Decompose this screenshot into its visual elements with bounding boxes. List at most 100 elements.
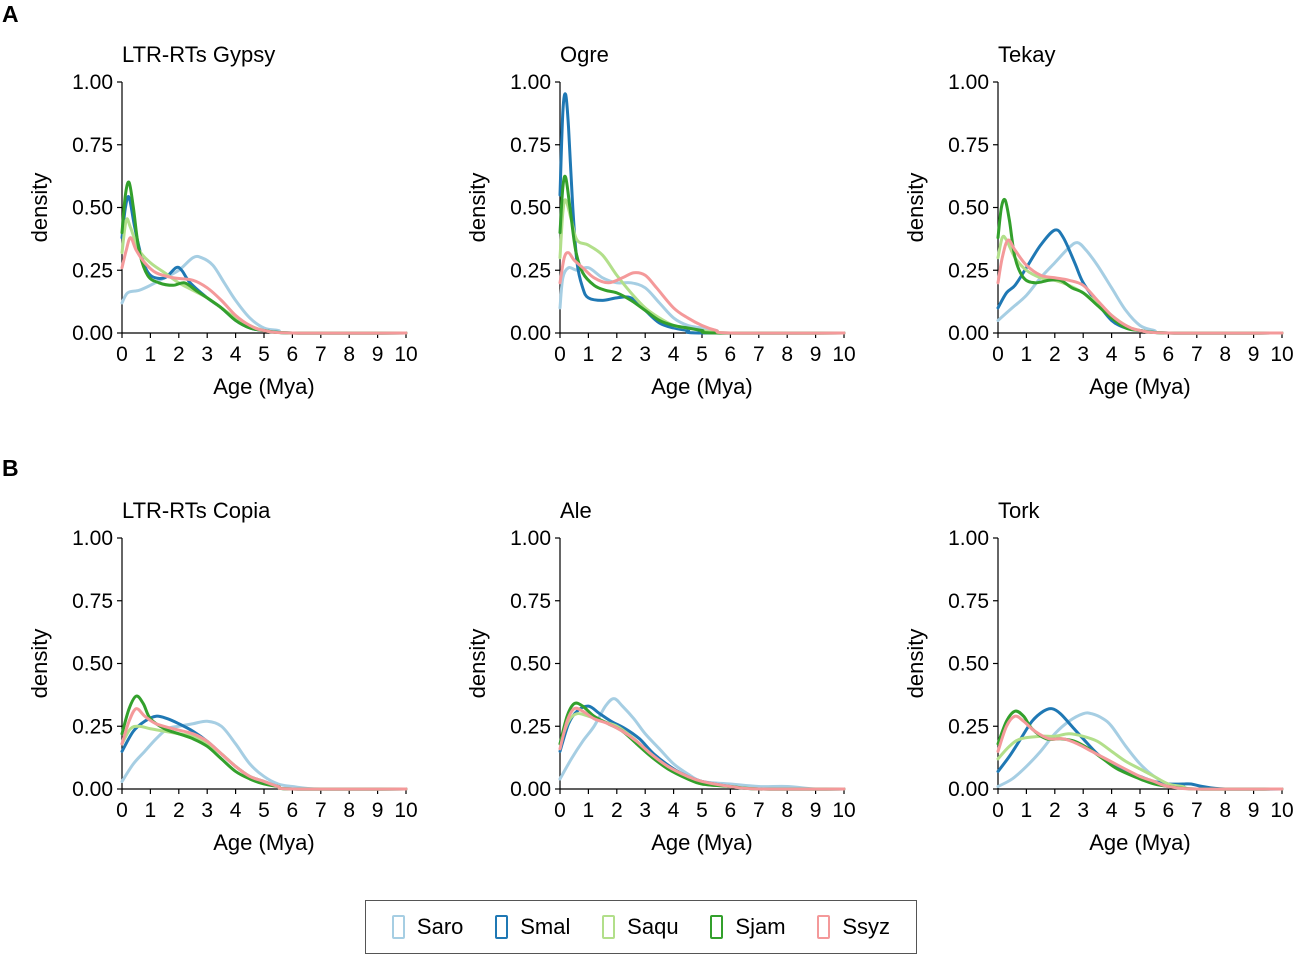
legend-key-saqu bbox=[602, 915, 616, 939]
chart-5: Ale 0.00 0.25 0.50 0.75 1.00 0 1 2 3 4 5 6 7 8 9 10 Age (… bbox=[465, 498, 856, 855]
legend-item-saro: Saro bbox=[391, 914, 463, 940]
y-tick-label: 0.00 bbox=[948, 778, 989, 801]
series-line-ssyz bbox=[996, 238, 1284, 335]
x-tick-label: 1 bbox=[583, 799, 595, 822]
series-line-saqu bbox=[120, 724, 408, 791]
chart-title: LTR-RTs Gypsy bbox=[122, 42, 275, 67]
y-tick-label: 0.50 bbox=[72, 197, 113, 220]
series-line-ssyz bbox=[120, 707, 408, 791]
y-axis-label: density bbox=[465, 629, 490, 699]
series-line-sjam bbox=[120, 180, 408, 335]
x-tick-label: 10 bbox=[832, 343, 855, 366]
x-tick-label: 4 bbox=[1106, 343, 1118, 366]
chart-6: Tork 0.00 0.25 0.50 0.75 1.00 0 1 2 3 4 5 6 7 8 9 10 Age … bbox=[903, 498, 1294, 855]
x-tick-label: 3 bbox=[639, 343, 651, 366]
series-line-saqu bbox=[996, 732, 1284, 791]
legend-label-sjam: Sjam bbox=[735, 914, 786, 939]
x-tick-label: 5 bbox=[1134, 799, 1146, 822]
x-tick-label: 2 bbox=[173, 799, 185, 822]
x-tick-label: 1 bbox=[583, 343, 595, 366]
y-tick-label: 0.50 bbox=[948, 197, 989, 220]
legend-key-ssyz bbox=[817, 915, 831, 939]
chart-title: Ogre bbox=[560, 42, 609, 67]
x-tick-label: 8 bbox=[1219, 343, 1231, 366]
y-tick-label: 0.75 bbox=[72, 590, 113, 613]
y-tick-label: 1.00 bbox=[948, 71, 989, 94]
x-tick-label: 7 bbox=[315, 799, 327, 822]
y-tick-label: 0.75 bbox=[510, 590, 551, 613]
y-tick-label: 0.75 bbox=[948, 590, 989, 613]
chart-title: Ale bbox=[560, 498, 592, 523]
x-tick-label: 6 bbox=[287, 343, 299, 366]
y-tick-label: 0.50 bbox=[510, 653, 551, 676]
y-tick-label: 0.25 bbox=[948, 259, 989, 282]
y-axis-label: density bbox=[465, 173, 490, 243]
x-tick-label: 2 bbox=[611, 799, 623, 822]
x-tick-label: 9 bbox=[372, 343, 384, 366]
x-tick-label: 3 bbox=[201, 799, 213, 822]
y-tick-label: 1.00 bbox=[510, 527, 551, 550]
x-tick-label: 6 bbox=[725, 799, 737, 822]
y-tick-label: 0.50 bbox=[510, 197, 551, 220]
x-axis-label: Age (Mya) bbox=[213, 374, 314, 399]
x-tick-label: 7 bbox=[1191, 799, 1203, 822]
x-tick-label: 10 bbox=[832, 799, 855, 822]
y-tick-label: 0.00 bbox=[72, 322, 113, 345]
x-tick-label: 10 bbox=[394, 343, 417, 366]
x-tick-label: 9 bbox=[810, 343, 822, 366]
chart-title: Tork bbox=[998, 498, 1041, 523]
series-line-smal bbox=[558, 92, 846, 335]
y-tick-label: 0.00 bbox=[510, 322, 551, 345]
x-axis-label: Age (Mya) bbox=[213, 830, 314, 855]
x-tick-label: 0 bbox=[992, 799, 1004, 822]
x-tick-label: 6 bbox=[287, 799, 299, 822]
legend-key-saro bbox=[391, 915, 405, 939]
x-tick-label: 7 bbox=[315, 343, 327, 366]
x-tick-label: 6 bbox=[1163, 799, 1175, 822]
x-axis-label: Age (Mya) bbox=[1089, 830, 1190, 855]
series-line-ssyz bbox=[120, 236, 408, 335]
y-tick-label: 1.00 bbox=[510, 71, 551, 94]
y-tick-label: 0.50 bbox=[72, 653, 113, 676]
y-tick-label: 0.75 bbox=[948, 134, 989, 157]
x-tick-label: 4 bbox=[668, 343, 680, 366]
x-axis-label: Age (Mya) bbox=[1089, 374, 1190, 399]
y-tick-label: 0.75 bbox=[72, 134, 113, 157]
x-tick-label: 9 bbox=[1248, 343, 1260, 366]
y-axis-label: density bbox=[903, 629, 928, 699]
x-tick-label: 2 bbox=[1049, 799, 1061, 822]
series-line-sjam bbox=[996, 197, 1284, 335]
x-tick-label: 1 bbox=[145, 799, 157, 822]
x-tick-label: 4 bbox=[230, 799, 242, 822]
series-line-smal bbox=[120, 195, 408, 335]
y-axis-label: density bbox=[903, 173, 928, 243]
x-tick-label: 2 bbox=[1049, 343, 1061, 366]
series-line-saqu bbox=[558, 198, 846, 335]
y-tick-label: 0.25 bbox=[510, 715, 551, 738]
x-tick-label: 5 bbox=[1134, 343, 1146, 366]
panel-letter-b: B bbox=[2, 455, 19, 481]
x-tick-label: 0 bbox=[554, 343, 566, 366]
chart-4: LTR-RTs Copia 0.00 0.25 0.50 0.75 1.00 0 1 2 3 4 5 6… bbox=[27, 498, 418, 855]
legend: Saro Smal Saqu Sjam Ssyz bbox=[365, 900, 917, 954]
x-tick-label: 9 bbox=[372, 799, 384, 822]
x-tick-label: 5 bbox=[258, 343, 270, 366]
x-tick-label: 5 bbox=[258, 799, 270, 822]
x-tick-label: 4 bbox=[668, 799, 680, 822]
x-axis-label: Age (Mya) bbox=[651, 374, 752, 399]
series-line-sjam bbox=[558, 174, 846, 335]
chart-title: Tekay bbox=[998, 42, 1055, 67]
legend-key-sjam bbox=[710, 915, 724, 939]
y-tick-label: 0.25 bbox=[948, 715, 989, 738]
x-tick-label: 8 bbox=[1219, 799, 1231, 822]
series-line-saro bbox=[558, 697, 846, 791]
x-tick-label: 7 bbox=[753, 799, 765, 822]
x-tick-label: 2 bbox=[173, 343, 185, 366]
x-tick-label: 7 bbox=[753, 343, 765, 366]
x-axis-label: Age (Mya) bbox=[651, 830, 752, 855]
x-tick-label: 5 bbox=[696, 343, 708, 366]
chart-title: LTR-RTs Copia bbox=[122, 498, 271, 523]
legend-item-smal: Smal bbox=[495, 914, 570, 940]
legend-item-saqu: Saqu bbox=[602, 914, 679, 940]
